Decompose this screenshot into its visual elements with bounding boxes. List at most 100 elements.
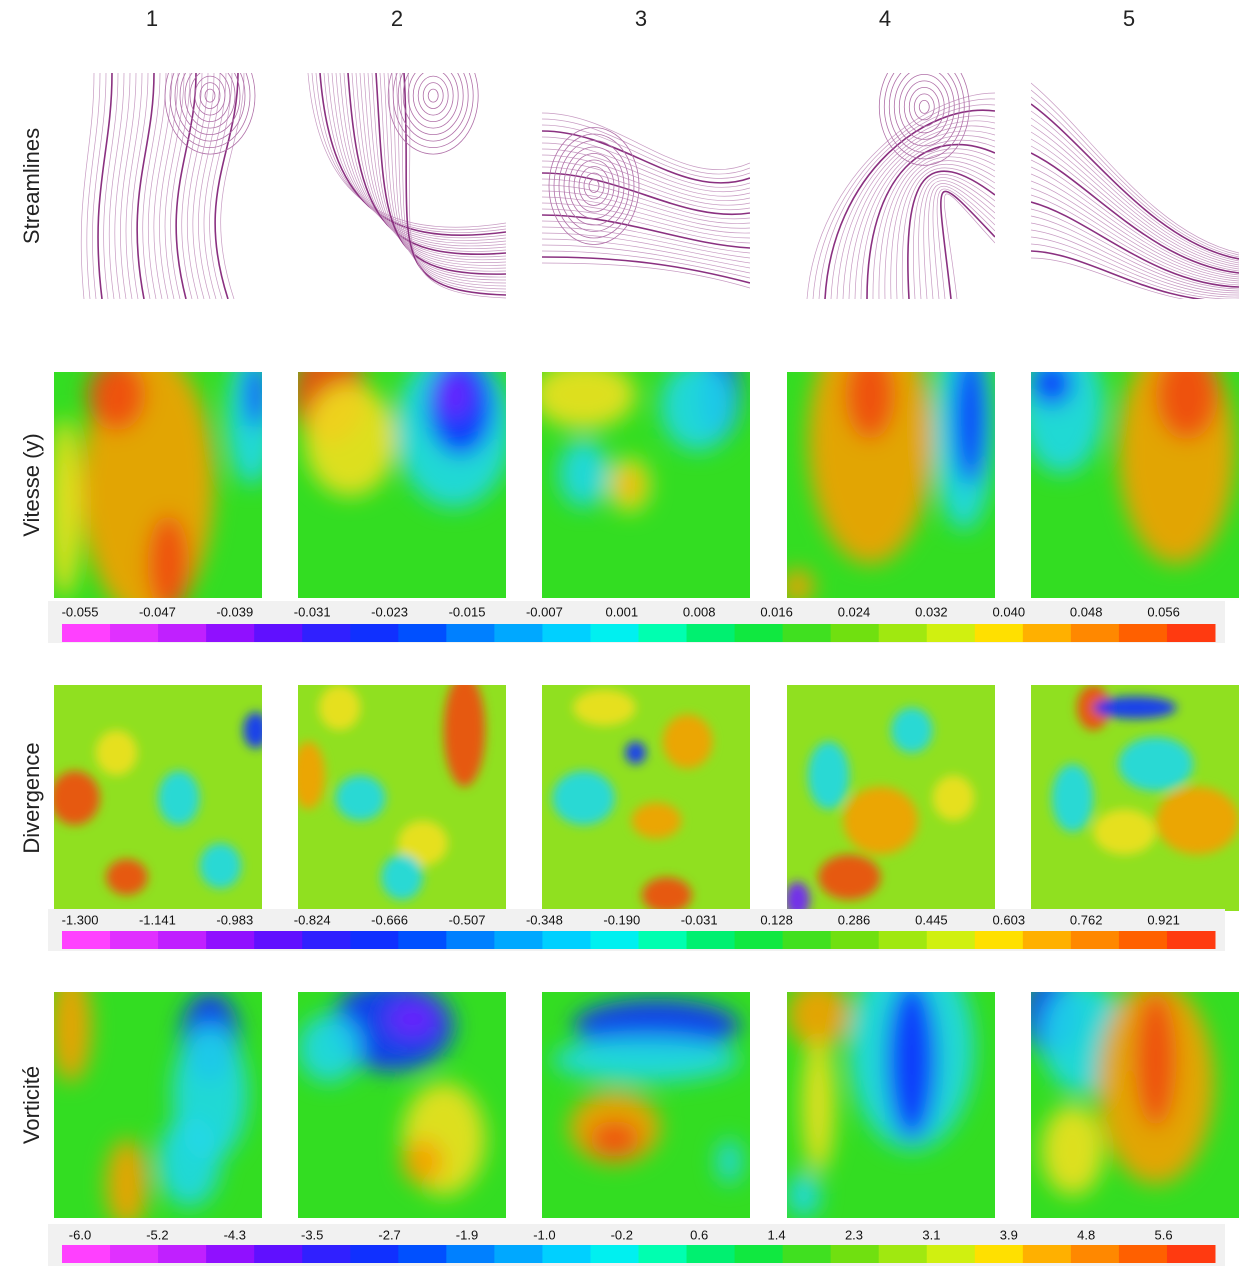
colorbar-label: 0.016: [760, 604, 793, 619]
streamline: [542, 232, 750, 264]
vortex-ring: [578, 166, 610, 206]
streamline: [542, 238, 750, 269]
field: [552, 998, 742, 1185]
colorbar-swatch: [590, 1245, 639, 1263]
colorbar-swatch: [446, 624, 495, 642]
colorbar-label: -0.015: [449, 604, 486, 619]
panel: [787, 372, 995, 598]
streamline: [1031, 145, 1239, 272]
streamline: [907, 170, 995, 299]
field-blob: [801, 1037, 835, 1173]
colorbar-label: -0.666: [371, 912, 408, 927]
streamline: [367, 73, 506, 269]
colorbar-swatch: [734, 1245, 784, 1263]
colorbar-label: -1.300: [62, 912, 99, 927]
field-blob: [618, 471, 640, 499]
streamline: [363, 73, 506, 266]
colorbar-label: 5.6: [1155, 1227, 1173, 1242]
streamline: [209, 73, 233, 299]
panel: [54, 73, 262, 299]
streamline: [1031, 131, 1239, 268]
streamline: [542, 118, 750, 175]
colorbar-label: 0.024: [838, 604, 871, 619]
streamline: [542, 256, 750, 284]
streamline: [542, 112, 750, 170]
field-blob: [662, 714, 713, 769]
streamline: [1031, 222, 1239, 294]
colorbar-swatch: [206, 624, 255, 642]
streamline: [812, 98, 995, 299]
field-blob: [397, 820, 448, 866]
streamline: [1031, 103, 1239, 260]
streamline: [181, 73, 203, 299]
streamline: [407, 73, 506, 299]
streamline: [542, 178, 750, 220]
field-blob: [573, 689, 636, 726]
streamline: [1031, 180, 1239, 282]
colorbar-label: -6.0: [69, 1227, 91, 1242]
column-label: 1: [146, 6, 158, 31]
streamline: [542, 250, 750, 279]
field-blob: [589, 1120, 640, 1157]
colorbar-swatch: [302, 624, 351, 642]
colorbar-swatch: [1022, 624, 1072, 642]
panel: [298, 73, 506, 299]
colorbar-label: 3.9: [1000, 1227, 1018, 1242]
field-blob: [54, 417, 82, 598]
streamline: [872, 148, 995, 299]
streamline: [1031, 110, 1239, 262]
streamline: [1031, 236, 1239, 298]
field: [1051, 685, 1239, 855]
field: [54, 992, 248, 1218]
streamline: [1031, 152, 1239, 274]
streamline: [542, 202, 750, 239]
colorbar-swatch: [494, 1245, 543, 1263]
colorbar-swatch: [1166, 624, 1216, 642]
vortex-ring: [563, 146, 625, 226]
field-blob: [787, 568, 815, 598]
field-blob: [298, 741, 326, 810]
colorbar-label: 0.048: [1070, 604, 1103, 619]
streamline: [901, 167, 995, 299]
vortex-ring: [169, 73, 251, 148]
field-blob: [318, 685, 361, 731]
streamline: [359, 73, 506, 263]
field-blob: [558, 439, 609, 508]
field: [1031, 992, 1215, 1196]
streamline: [936, 188, 995, 299]
field-blob: [147, 514, 190, 598]
panel: [1031, 685, 1239, 911]
field-blob: [641, 877, 692, 911]
row-label: Vorticité: [19, 1066, 44, 1144]
streamline: [383, 73, 506, 281]
streamline: [928, 183, 995, 299]
streamline: [854, 135, 995, 299]
streamline: [347, 73, 506, 255]
streamline: [153, 73, 173, 299]
streamline: [147, 73, 167, 299]
column-label: 4: [879, 6, 891, 31]
colorbar-label: -0.031: [294, 604, 331, 619]
field-blob: [106, 859, 148, 896]
vortex-ring: [898, 74, 950, 140]
streamline: [806, 92, 995, 299]
field-blob: [818, 854, 881, 900]
colorbar-swatch: [446, 931, 495, 949]
panel: [542, 992, 750, 1218]
colorbar-swatch: [590, 931, 639, 949]
colorbar-label: 0.001: [606, 604, 639, 619]
streamline: [1031, 187, 1239, 284]
streamline: [92, 73, 107, 299]
vortex-ring: [888, 73, 960, 153]
streamline: [371, 73, 506, 272]
colorbar-swatch: [542, 1245, 591, 1263]
streamline: [818, 104, 995, 299]
colorbar-swatch: [350, 624, 399, 642]
colorbar-label: 0.603: [993, 912, 1026, 927]
streamline: [1031, 89, 1239, 256]
field-blob: [1041, 1105, 1104, 1196]
vortex-ring: [417, 75, 449, 116]
panel: [1031, 992, 1239, 1218]
colorbar-swatch: [1166, 1245, 1216, 1263]
streamline: [542, 190, 750, 229]
